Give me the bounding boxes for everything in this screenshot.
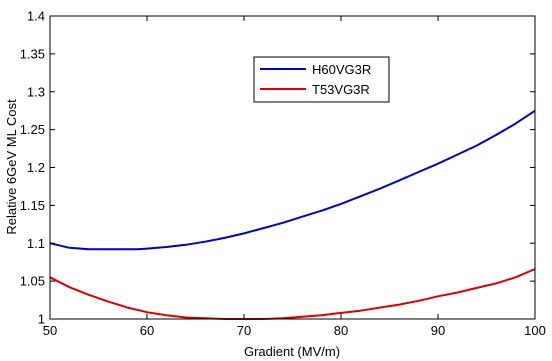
y-tick-label: 1	[38, 312, 45, 327]
y-axis-label: Relative 6GeV ML Cost	[4, 99, 19, 235]
legend-label: H60VG3R	[312, 62, 371, 77]
x-tick-label: 70	[237, 323, 251, 338]
legend: H60VG3R T53VG3R	[253, 56, 390, 103]
y-axis-ticks: 1 1.05 1.1 1.15 1.2 1.25 1.3 1.35 1.4	[20, 9, 535, 327]
series-line-h60vg3r	[49, 109, 536, 251]
y-tick-label: 1.35	[20, 46, 45, 61]
x-tick-label: 50	[43, 323, 57, 338]
y-tick-label: 1.15	[20, 198, 45, 213]
x-tick-label: 90	[431, 323, 445, 338]
legend-label: T53VG3R	[312, 82, 370, 97]
y-tick-label: 1.05	[20, 274, 45, 289]
series-line-t53vg3r	[49, 268, 536, 320]
y-tick-label: 1.2	[27, 160, 45, 175]
series-layer	[49, 109, 536, 320]
x-axis-label: Gradient (MV/m)	[244, 344, 340, 359]
y-tick-label: 1.25	[20, 122, 45, 137]
x-tick-label: 80	[334, 323, 348, 338]
y-tick-label: 1.4	[27, 9, 45, 24]
y-tick-label: 1.1	[27, 236, 45, 251]
x-axis-ticks: 50 60 70 80 90 100	[43, 16, 546, 338]
x-tick-label: 100	[524, 323, 546, 338]
y-tick-label: 1.3	[27, 84, 45, 99]
x-tick-label: 60	[140, 323, 154, 338]
legend-box	[253, 56, 390, 103]
